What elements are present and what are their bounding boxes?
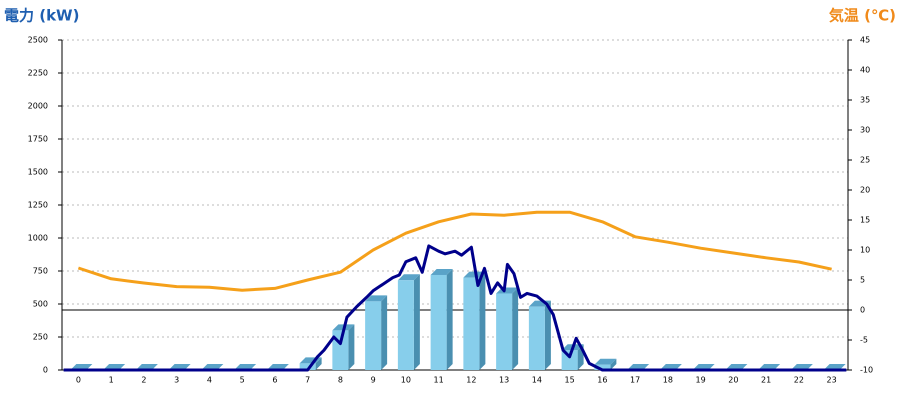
y-tick-label: 1250 [28, 201, 48, 210]
bar [430, 274, 447, 370]
y2-tick-label: 40 [860, 66, 870, 75]
y2-tick-label: -10 [860, 366, 873, 375]
x-tick-label: 10 [401, 376, 411, 385]
y2-tick-label: 5 [860, 276, 865, 285]
x-tick-label: 7 [305, 376, 310, 385]
bar [365, 301, 382, 370]
y2-tick-label: 45 [860, 36, 870, 45]
y2-tick-label: 15 [860, 216, 870, 225]
bar-top [594, 358, 617, 365]
x-tick-label: 22 [794, 376, 804, 385]
y-tick-label: 1750 [28, 135, 48, 144]
y2-tick-label: 35 [860, 96, 870, 105]
x-tick-label: 12 [466, 376, 476, 385]
bar [561, 350, 578, 370]
y-tick-label: 750 [33, 267, 48, 276]
y2-tick-label: 10 [860, 246, 870, 255]
bar-top [397, 274, 420, 281]
y-tick-label: 0 [43, 366, 48, 375]
bar-side [610, 358, 617, 370]
power-line [63, 244, 847, 372]
bar-side [446, 268, 453, 370]
bar-side [544, 300, 551, 370]
bar [594, 364, 611, 370]
x-tick-label: 4 [207, 376, 212, 385]
y-axis-title: 電力 (kW) [4, 7, 79, 25]
x-tick-label: 19 [696, 376, 706, 385]
x-tick-label: 23 [827, 376, 837, 385]
bar [496, 293, 513, 370]
y-tick-label: 1500 [28, 168, 48, 177]
x-tick-label: 20 [728, 376, 738, 385]
y2-tick-label: 25 [860, 156, 870, 165]
y-tick-label: 500 [33, 300, 48, 309]
bar-top [430, 268, 453, 275]
x-tick-label: 0 [76, 376, 81, 385]
x-tick-label: 21 [761, 376, 771, 385]
bar-side [348, 324, 355, 370]
y2-tick-label: 20 [860, 186, 870, 195]
temperature-line [77, 210, 832, 292]
bar-side [413, 274, 420, 370]
bar-side [381, 295, 388, 370]
x-tick-label: 6 [272, 376, 277, 385]
y-tick-label: 2500 [28, 36, 48, 45]
bar-side [512, 287, 519, 370]
y2-tick-label: 30 [860, 126, 870, 135]
x-tick-label: 8 [338, 376, 343, 385]
bar-top [365, 295, 388, 302]
x-tick-label: 5 [240, 376, 245, 385]
x-tick-label: 3 [174, 376, 179, 385]
bar [397, 280, 414, 370]
bar-side [479, 271, 486, 370]
x-tick-label: 9 [371, 376, 376, 385]
y2-axis-title: 気温 (℃) [829, 7, 896, 25]
y2-tick-label: 0 [860, 306, 865, 315]
x-tick-label: 17 [630, 376, 640, 385]
x-tick-label: 2 [141, 376, 146, 385]
y-tick-label: 1000 [28, 234, 48, 243]
x-tick-label: 14 [532, 376, 542, 385]
bar [463, 277, 480, 370]
x-tick-label: 13 [499, 376, 509, 385]
y2-tick-label: -5 [860, 336, 868, 345]
y-tick-label: 250 [33, 333, 48, 342]
x-tick-label: 11 [434, 376, 444, 385]
x-tick-label: 1 [109, 376, 114, 385]
x-tick-label: 18 [663, 376, 673, 385]
bar [299, 363, 316, 370]
bar-top [463, 271, 486, 278]
x-tick-label: 15 [565, 376, 575, 385]
y-tick-label: 2250 [28, 69, 48, 78]
y-tick-label: 2000 [28, 102, 48, 111]
bar [528, 306, 545, 370]
bar-side [315, 357, 322, 370]
x-tick-label: 16 [597, 376, 607, 385]
